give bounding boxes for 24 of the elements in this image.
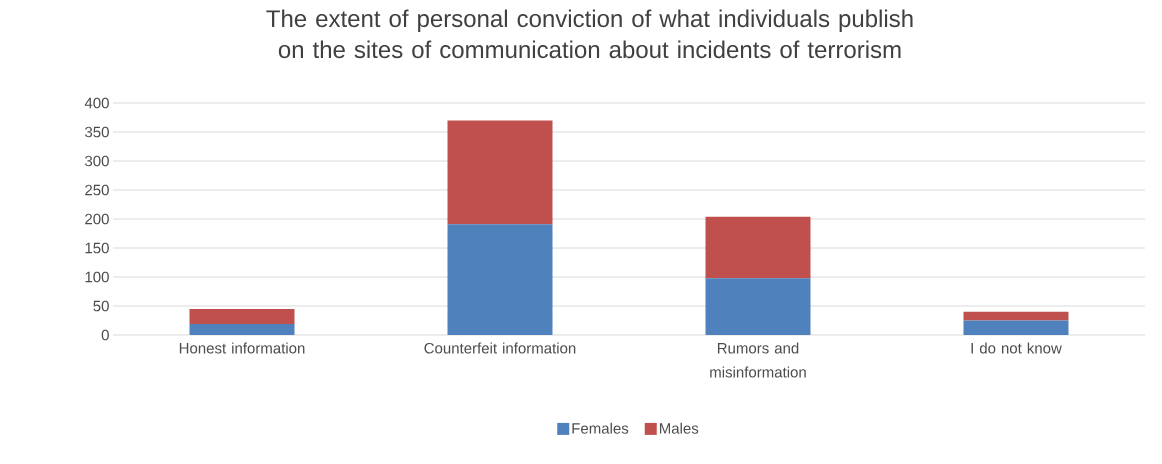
- bar: [447, 120, 553, 225]
- bar: [705, 216, 811, 279]
- legend-label: Males: [659, 422, 699, 434]
- x-tick-label: Rumors and misinformation: [710, 342, 806, 378]
- y-tick-label: 300: [85, 155, 109, 167]
- y-tick-label: 400: [84, 97, 109, 109]
- y-tick-label: 100: [85, 271, 109, 283]
- bar: [447, 224, 553, 335]
- bar: [963, 320, 1069, 335]
- bar: [705, 278, 811, 335]
- y-tick-label: 350: [85, 126, 109, 138]
- y-tick-label: 200: [85, 213, 109, 225]
- y-tick-label: 250: [85, 184, 109, 196]
- y-tick-label: 50: [93, 300, 109, 312]
- x-tick-label: Counterfeit information: [424, 342, 576, 354]
- x-tick-label: Honest information: [179, 342, 305, 354]
- x-tick-label: I do not know: [971, 342, 1062, 354]
- bar: [189, 323, 295, 335]
- legend-label: Females: [572, 422, 629, 434]
- bar: [963, 311, 1069, 321]
- chart-title: The extent of personal conviction of what individuals publish on the sites of communication about incidents of terrorism: [266, 9, 913, 59]
- y-tick-label: 150: [85, 242, 109, 254]
- bar: [189, 308, 295, 324]
- y-tick-label: 0: [101, 329, 109, 341]
